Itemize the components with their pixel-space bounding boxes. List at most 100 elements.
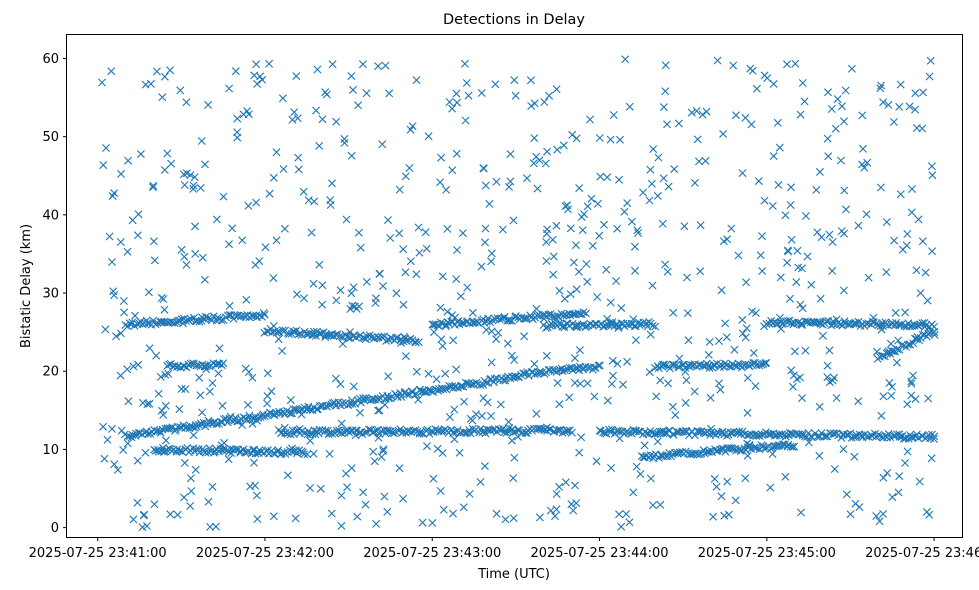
data-point <box>384 426 393 435</box>
data-point <box>930 435 938 443</box>
data-point <box>399 300 408 309</box>
data-point <box>283 471 292 480</box>
data-point <box>506 177 515 186</box>
data-point <box>477 89 486 97</box>
data-point <box>322 90 331 99</box>
data-point <box>716 362 724 371</box>
data-point <box>683 273 691 282</box>
data-point <box>370 457 379 466</box>
data-point <box>786 294 794 303</box>
data-point <box>875 517 884 526</box>
data-point <box>414 338 423 347</box>
data-point <box>827 105 836 113</box>
data-point <box>754 177 763 186</box>
data-point <box>928 247 937 256</box>
data-point <box>252 416 261 425</box>
data-point <box>787 319 796 328</box>
data-point <box>796 300 805 309</box>
data-point <box>379 445 388 454</box>
data-point <box>774 180 783 189</box>
data-point <box>555 286 564 295</box>
data-point <box>194 420 203 429</box>
data-point <box>582 322 591 330</box>
data-point <box>166 66 175 75</box>
data-point <box>175 405 184 414</box>
data-point <box>583 202 592 211</box>
data-point <box>462 79 471 87</box>
data-point <box>561 366 569 375</box>
data-point <box>743 439 752 448</box>
data-point <box>773 118 782 127</box>
y-tick-label: 0 <box>51 521 59 536</box>
data-point <box>452 149 461 158</box>
data-point <box>443 224 452 233</box>
data-point <box>300 450 309 459</box>
data-point <box>180 493 188 502</box>
data-point <box>696 221 705 230</box>
data-point <box>652 392 661 401</box>
data-point <box>602 265 611 274</box>
data-point <box>535 156 544 165</box>
data-point <box>903 230 912 238</box>
data-point <box>636 470 645 479</box>
data-point <box>380 400 389 409</box>
data-point <box>800 97 809 106</box>
data-point <box>850 452 859 461</box>
data-point <box>189 431 198 440</box>
data-point <box>791 59 800 68</box>
data-point <box>801 346 810 355</box>
data-point <box>776 273 785 282</box>
data-point <box>919 88 927 97</box>
data-point <box>448 104 457 113</box>
data-point <box>723 361 732 370</box>
data-point <box>401 268 410 277</box>
data-point <box>325 449 334 458</box>
data-point <box>646 330 655 339</box>
data-point <box>555 400 564 409</box>
data-point <box>664 182 673 191</box>
data-point <box>837 227 846 236</box>
data-point <box>293 114 302 123</box>
data-point <box>309 279 318 288</box>
data-point <box>336 380 345 389</box>
data-point <box>428 518 437 527</box>
data-point <box>682 376 691 385</box>
data-point <box>873 347 881 356</box>
data-point <box>382 336 391 345</box>
data-point <box>553 426 562 435</box>
data-point <box>253 79 262 88</box>
data-point <box>198 445 207 453</box>
data-point <box>110 189 119 198</box>
data-point <box>629 488 638 497</box>
data-point <box>653 437 662 446</box>
data-point <box>453 246 461 254</box>
data-point <box>490 374 499 383</box>
data-point <box>741 113 750 122</box>
data-point <box>554 313 563 322</box>
data-point <box>285 330 294 338</box>
data-point <box>832 315 841 324</box>
data-point <box>551 313 560 322</box>
data-point <box>555 426 563 435</box>
data-point <box>466 414 475 423</box>
data-point <box>263 369 272 378</box>
data-point <box>145 399 154 408</box>
data-point <box>625 102 634 111</box>
data-point <box>161 370 170 379</box>
data-point <box>555 482 564 491</box>
x-tick-label: 2025-07-25 23:42:00 <box>196 546 334 561</box>
data-point <box>533 184 542 193</box>
data-point <box>412 367 421 376</box>
data-point <box>716 385 725 394</box>
data-point <box>272 328 281 337</box>
data-point <box>890 236 899 245</box>
data-point <box>749 349 758 357</box>
data-point <box>583 277 592 286</box>
data-point <box>463 283 472 292</box>
data-point <box>791 429 800 438</box>
data-point <box>876 84 885 93</box>
data-point <box>269 173 278 182</box>
data-point <box>119 297 128 305</box>
data-point <box>198 408 207 417</box>
data-point <box>877 325 886 334</box>
